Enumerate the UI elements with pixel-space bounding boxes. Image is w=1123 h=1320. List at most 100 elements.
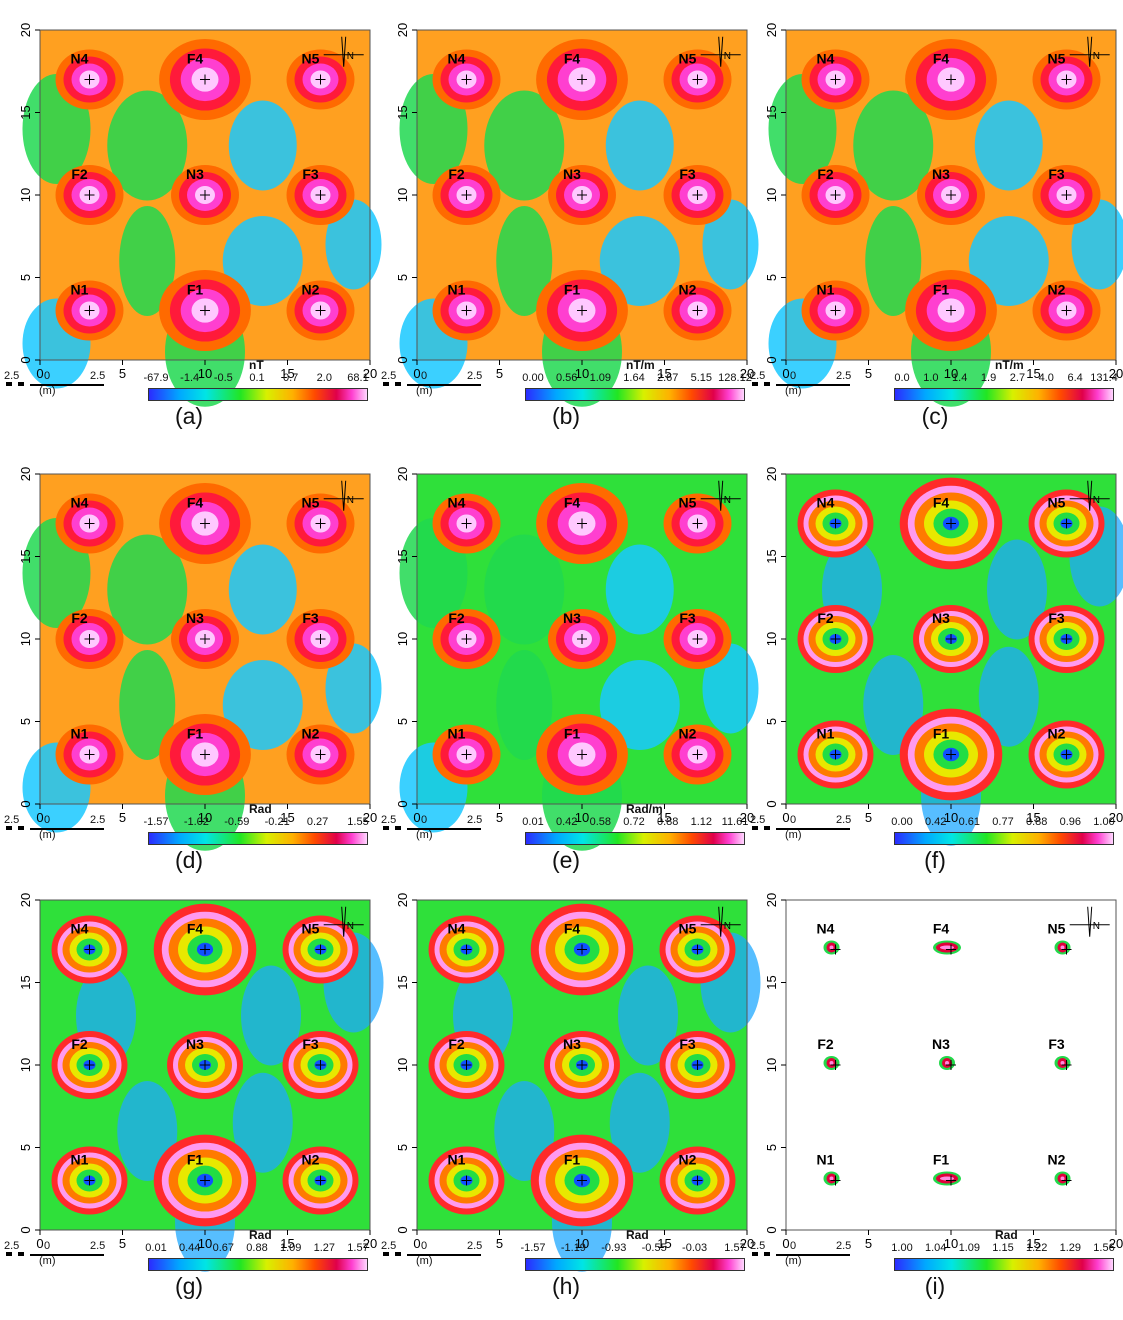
x-tick-label: 20: [740, 366, 754, 381]
grid-point-n1: N1: [817, 726, 841, 760]
north-arrow-icon: N: [700, 36, 741, 67]
grid-point-f2: F2: [817, 610, 841, 644]
colorbar-ticks: 0.00 0.42 0.61 0.77 0.88 0.96 1.00: [891, 816, 1114, 830]
colorbar-tick-label: 0.27: [306, 816, 329, 828]
grid-point-f2: F2: [448, 1036, 472, 1070]
grid-point-n2: N2: [302, 282, 326, 316]
y-tick-label: 20: [18, 467, 33, 481]
y-tick-label: 20: [395, 23, 410, 37]
colorbar-unit: Rad: [249, 1228, 272, 1242]
x-tick-label: 20: [740, 1236, 754, 1251]
north-label: N: [347, 51, 354, 62]
grid-point-f3: F3: [1048, 1036, 1072, 1070]
point-label: F1: [564, 726, 581, 742]
low-region: [232, 1072, 293, 1173]
point-label: N2: [679, 1152, 697, 1168]
y-tick-label: 10: [18, 188, 33, 202]
colorbar-tick-label: 1.15: [992, 1242, 1014, 1254]
scale-label-mid: 0: [421, 814, 428, 826]
grid-point-f4: F4: [933, 495, 956, 529]
colorbar-tick-label: 131.4: [1090, 372, 1118, 384]
low-region: [228, 100, 297, 191]
colorbar-unit: Rad/m: [626, 802, 663, 816]
point-label: F1: [564, 1152, 581, 1168]
low-region: [325, 199, 382, 290]
scale-bar: 2.5 0 2.5 (m): [381, 370, 511, 398]
low-region: [484, 90, 565, 201]
low-region: [119, 650, 176, 760]
grid-point-f4: F4: [187, 921, 210, 955]
point-label: N1: [448, 726, 466, 742]
y-tick-label: 5: [395, 274, 410, 281]
x-tick-label: 0: [782, 1236, 789, 1251]
panel-caption: (e): [551, 847, 581, 873]
y-tick-label: 20: [764, 23, 779, 37]
panel-caption: (c): [921, 403, 949, 429]
panel-caption: (b): [551, 403, 581, 429]
grid-point-n2: N2: [679, 1152, 703, 1186]
colorbar-tick-label: 0.00: [891, 816, 913, 828]
low-region: [599, 216, 680, 306]
point-label: F2: [448, 1036, 465, 1052]
scale-label-mid: 0: [421, 1240, 428, 1252]
grid-point-n1: N1: [448, 726, 472, 760]
point-label: F3: [1048, 1036, 1065, 1052]
grid-point-f3: F3: [302, 1036, 326, 1070]
panel-caption: (f): [924, 847, 946, 873]
point-label: F4: [933, 921, 950, 937]
low-region: [1071, 199, 1123, 290]
anomaly-n2: [659, 1146, 736, 1215]
scale-label-left: 2.5: [381, 370, 397, 382]
x-tick-label: 5: [119, 1236, 126, 1251]
x-tick-label: 10: [944, 810, 958, 825]
grid-point-f3: F3: [1048, 610, 1072, 644]
grid-point-f1: F1: [187, 726, 210, 760]
point-label: N5: [302, 921, 320, 937]
colorbar-tick-label: -0.59: [224, 816, 250, 828]
colorbar: [894, 832, 1114, 845]
low-region: [107, 534, 188, 645]
grid-point-n1: N1: [817, 282, 841, 316]
grid-point-n5: N5: [679, 495, 703, 529]
x-tick-label: 5: [865, 366, 872, 381]
colorbar-tick-label: 1.09: [279, 1242, 302, 1254]
point-label: N1: [817, 282, 835, 298]
point-label: N2: [1048, 282, 1066, 298]
colorbar-tick-label: 1.64: [623, 372, 645, 384]
x-tick-label: 5: [496, 1236, 503, 1251]
point-label: N3: [563, 1036, 581, 1052]
colorbar-tick-label: -1.4: [180, 372, 200, 384]
grid-point-f4: F4: [564, 921, 587, 955]
grid-point-n2: N2: [1048, 282, 1072, 316]
y-tick-label: 10: [395, 1058, 410, 1072]
y-tick-label: 5: [395, 718, 410, 725]
north-arrow-icon: N: [1069, 480, 1110, 511]
y-tick-label: 0: [395, 800, 410, 807]
point-label: N5: [1048, 51, 1066, 67]
grid-point-f1: F1: [564, 282, 587, 316]
scale-bar-line: [383, 382, 481, 386]
north-label: N: [1093, 495, 1100, 506]
point-label: F4: [187, 921, 204, 937]
scale-bar-line: [383, 1252, 481, 1256]
x-tick-label: 5: [865, 1236, 872, 1251]
scale-bar: 2.5 0 2.5 (m): [381, 1240, 511, 1268]
low-region: [702, 643, 759, 734]
low-region: [974, 100, 1043, 191]
point-label: N2: [302, 726, 320, 742]
grid-point-f4: F4: [187, 495, 210, 529]
scale-label-left: 2.5: [381, 814, 397, 826]
y-tick-label: 10: [764, 632, 779, 646]
colorbar-unit: nT/m: [626, 358, 655, 372]
grid-point-n1: N1: [71, 1152, 95, 1186]
scale-unit: (m): [785, 829, 802, 841]
anomaly-spot: [933, 940, 961, 955]
low-region: [222, 660, 303, 750]
point-label: N1: [448, 1152, 466, 1168]
low-region: [605, 100, 674, 191]
grid-point-n1: N1: [448, 282, 472, 316]
y-tick-label: 15: [18, 105, 33, 119]
y-tick-label: 15: [764, 549, 779, 563]
